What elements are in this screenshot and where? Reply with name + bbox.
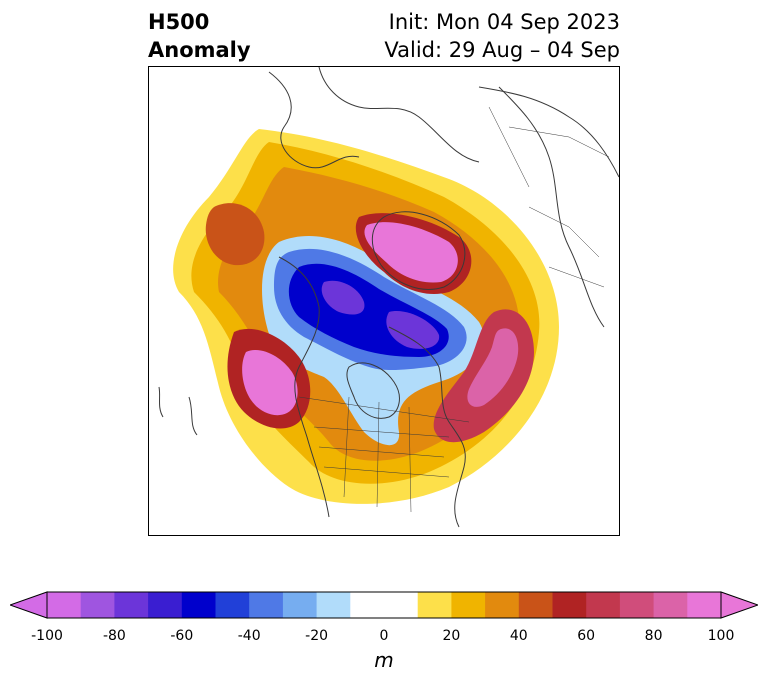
colorbar-under-arrow [10,591,48,619]
colorbar-bin [384,592,419,618]
colorbar-unit: m [374,648,394,672]
colorbar-tick-label: 80 [644,628,663,644]
colorbar-tick-label: -60 [170,628,194,644]
map-panel [148,66,620,536]
colorbar-tick-label: 100 [707,628,735,644]
colorbar-bin [619,592,655,618]
colorbar-bin [80,592,115,618]
positive-center-alaska-west [205,203,265,266]
plot-title: H500 Anomaly [148,8,251,64]
positive-center-pacific-core [242,349,298,416]
colorbar-bin [114,592,149,618]
colorbar-bin [148,592,183,618]
colorbar-bin [417,592,452,618]
init-date: Init: Mon 04 Sep 2023 [388,10,620,34]
title-field: Anomaly [148,38,251,62]
colorbar-bin [586,592,621,618]
plot-dates: Init: Mon 04 Sep 2023 Valid: 29 Aug – 04… [384,8,620,64]
colorbar-bin [485,592,520,618]
title-variable: H500 [148,10,210,34]
colorbar-over-arrow [720,591,758,619]
colorbar-tick-label: 0 [379,628,389,644]
negative-anomaly-peak-west [321,280,365,315]
anomaly-fill [173,129,560,504]
coastlines [158,67,619,528]
colorbar-tick-label: 60 [577,628,596,644]
colorbar-tick-label: -40 [237,628,261,644]
colorbar-bin [350,592,385,618]
colorbar-bin [215,592,250,618]
positive-center-greenland-core [364,222,458,283]
colorbar-tick-label: -80 [102,628,126,644]
colorbar-tick-label: 40 [509,628,528,644]
colorbar-tick-label: -20 [305,628,329,644]
negative-anomaly-peak-east [386,311,440,349]
colorbar-bin [451,592,486,618]
colorbar-bin [181,592,216,618]
colorbar [10,591,758,619]
colorbar-bin [282,592,318,618]
colorbar-bin [316,592,351,618]
colorbar-tick-label: -100 [31,628,63,644]
country-borders [298,106,610,513]
colorbar-bin [687,592,722,618]
colorbar-tick-label: 20 [442,628,461,644]
colorbar-bin [249,592,284,618]
colorbar-bin [552,592,587,618]
colorbar-frame [46,591,722,619]
colorbar-bin [653,592,688,618]
colorbar-bin [47,592,82,618]
anomaly-map [158,67,619,528]
valid-range: Valid: 29 Aug – 04 Sep [384,38,620,62]
positive-center-atlantic-core [467,328,519,407]
colorbar-bin [518,592,553,618]
